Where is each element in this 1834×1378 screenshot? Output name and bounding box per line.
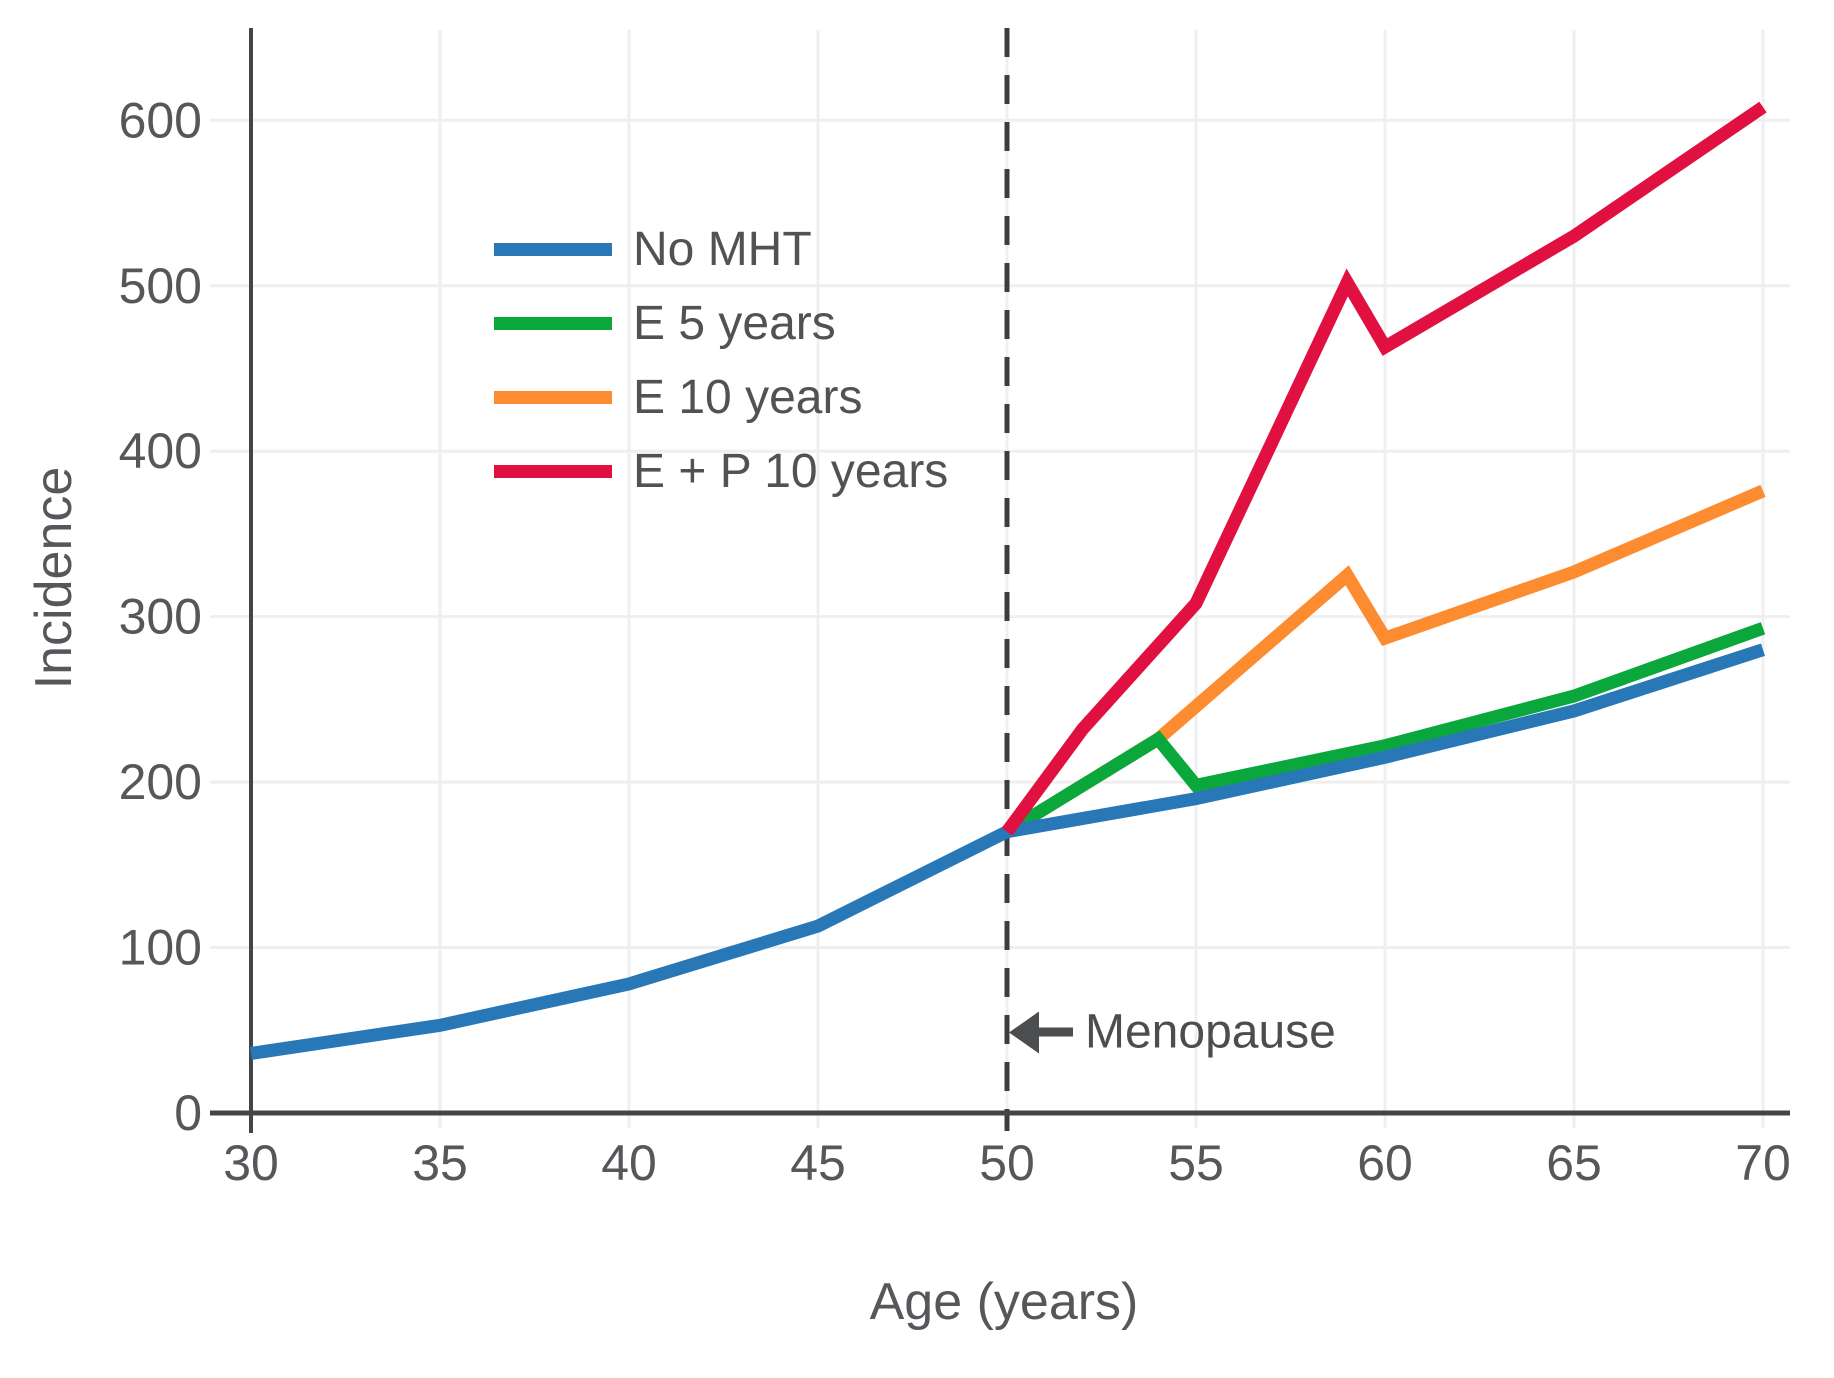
x-tick-label: 70 xyxy=(1735,1135,1791,1191)
y-tick-label: 100 xyxy=(119,920,202,976)
x-tick-label: 50 xyxy=(979,1135,1035,1191)
series-line-e-p-10-years xyxy=(1001,101,1767,836)
series-line-e-5-years xyxy=(1003,622,1766,838)
y-tick-label: 500 xyxy=(119,258,202,314)
y-tick-label: 300 xyxy=(119,589,202,645)
legend-item-no-mht: No MHT xyxy=(494,212,948,286)
legend-swatch xyxy=(494,464,612,478)
x-tick-label: 60 xyxy=(1357,1135,1413,1191)
legend-label: E 10 years xyxy=(633,370,863,424)
annotation-label: Menopause xyxy=(1085,1005,1336,1059)
legend: No MHT E 5 years E 10 years E + P 10 yea… xyxy=(494,212,948,508)
legend-swatch xyxy=(494,242,612,256)
legend-swatch xyxy=(494,390,612,404)
menopause-annotation: Menopause xyxy=(1009,1005,1336,1060)
legend-item-e5: E 5 years xyxy=(494,286,948,360)
y-tick-label: 200 xyxy=(119,754,202,810)
x-tick-label: 30 xyxy=(223,1135,279,1191)
left-arrow-icon xyxy=(1009,1011,1039,1053)
y-tick-label: 0 xyxy=(174,1085,202,1141)
x-tick-label: 65 xyxy=(1546,1135,1602,1191)
x-tick-label: 55 xyxy=(1168,1135,1224,1191)
legend-label: E 5 years xyxy=(633,296,836,350)
y-axis-title: Incidence xyxy=(25,466,83,690)
legend-label: E + P 10 years xyxy=(633,444,949,498)
left-arrow-shaft xyxy=(1039,1027,1073,1037)
legend-swatch xyxy=(494,316,612,330)
legend-item-e10: E 10 years xyxy=(494,360,948,434)
y-tick-label: 600 xyxy=(119,92,202,148)
legend-item-ep10: E + P 10 years xyxy=(494,434,948,508)
x-axis-title: Age (years) xyxy=(869,1273,1139,1331)
x-tick-label: 40 xyxy=(601,1135,657,1191)
x-tick-label: 45 xyxy=(790,1135,846,1191)
y-tick-label: 400 xyxy=(119,423,202,479)
legend-label: No MHT xyxy=(633,222,812,276)
x-tick-label: 35 xyxy=(412,1135,468,1191)
